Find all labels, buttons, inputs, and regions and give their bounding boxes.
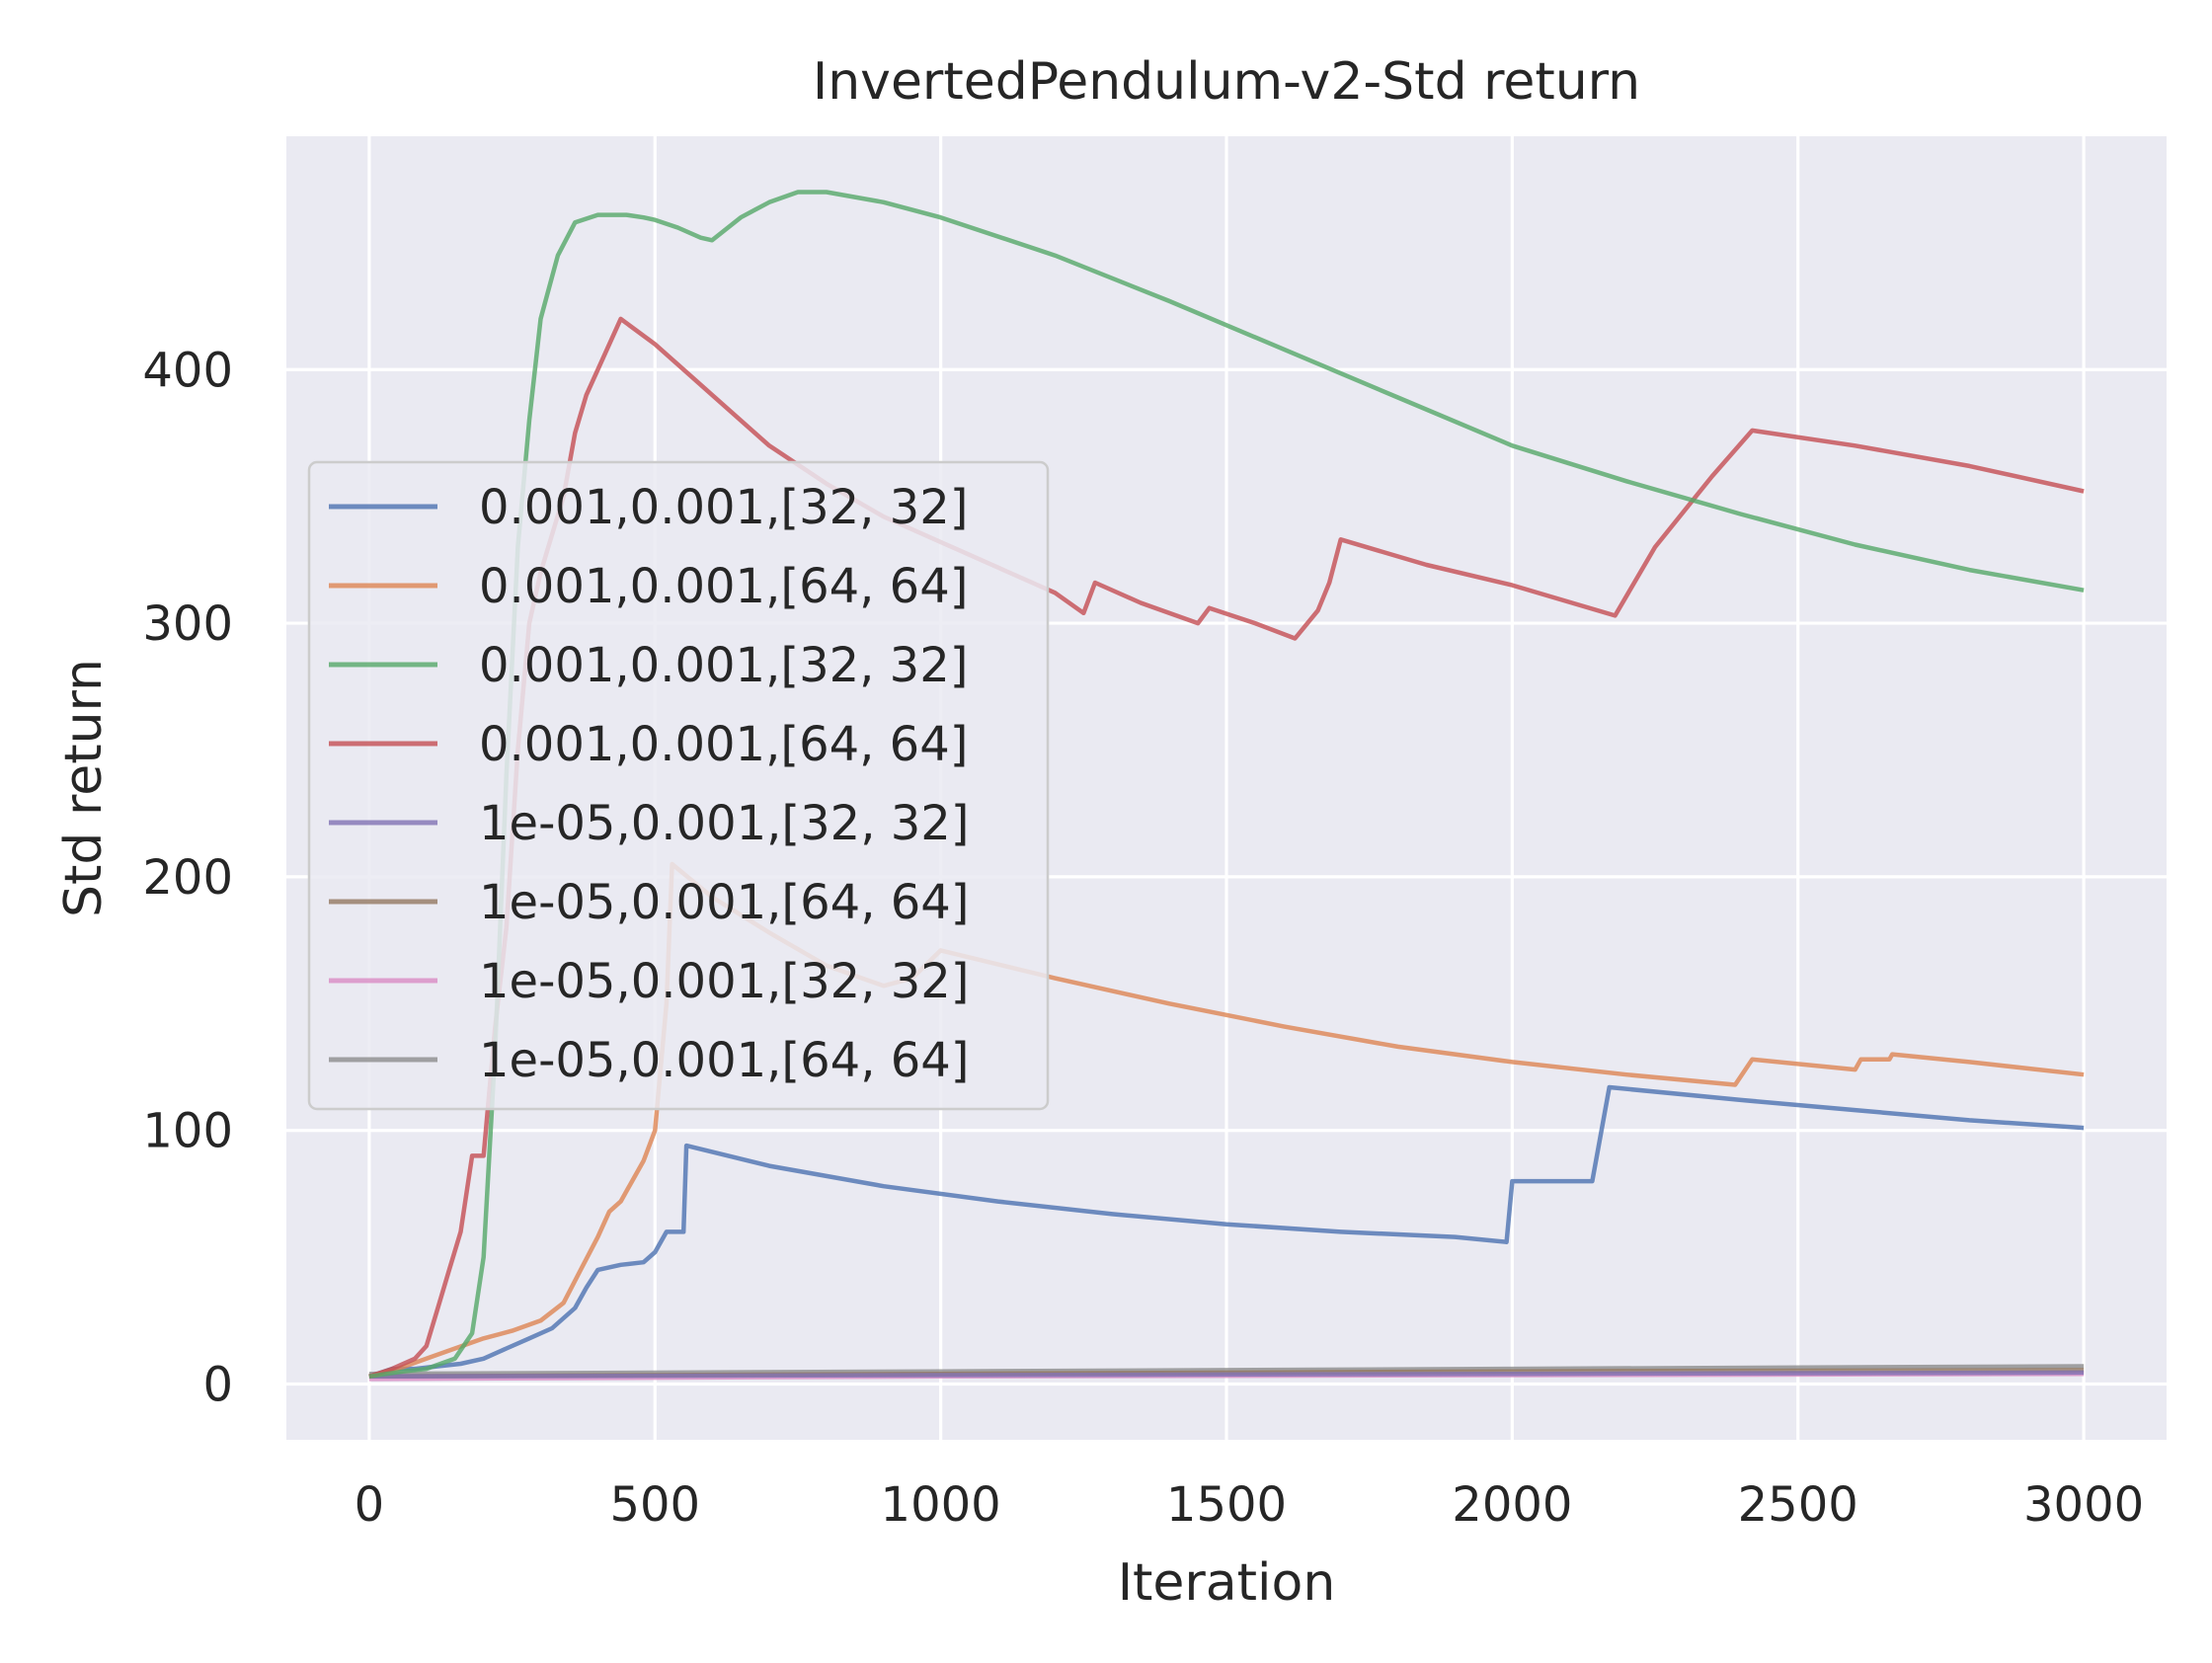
tick-labels: 0 500 1000 1500 2000 2500 3000 0 100 200 300 400 bbox=[142, 343, 2144, 1533]
x-tick-label: 1000 bbox=[881, 1477, 1001, 1533]
legend-label: 0.001,0.001,[32, 32] bbox=[479, 638, 968, 693]
y-tick-label: 200 bbox=[142, 850, 233, 906]
y-axis-label: Std return bbox=[54, 659, 114, 917]
x-tick-label: 2500 bbox=[1738, 1477, 1858, 1533]
legend-box bbox=[307, 460, 1050, 1111]
x-tick-label: 0 bbox=[355, 1477, 385, 1533]
legend-label: 0.001,0.001,[32, 32] bbox=[479, 480, 968, 535]
x-tick-label: 1500 bbox=[1166, 1477, 1287, 1533]
legend: 0.001,0.001,[32, 32] 0.001,0.001,[64, 64]… bbox=[307, 460, 1050, 1111]
x-tick-label: 500 bbox=[609, 1477, 700, 1533]
y-tick-label: 300 bbox=[142, 596, 233, 652]
y-tick-label: 400 bbox=[142, 343, 233, 398]
x-tick-label: 3000 bbox=[2023, 1477, 2144, 1533]
chart-title: InvertedPendulum-v2-Std return bbox=[813, 52, 1640, 112]
legend-label: 0.001,0.001,[64, 64] bbox=[479, 717, 968, 772]
series-line-1 bbox=[368, 1084, 2085, 1379]
legend-label: 0.001,0.001,[64, 64] bbox=[479, 559, 968, 614]
legend-label: 1e-05,0.001,[64, 64] bbox=[479, 875, 970, 930]
x-axis-label: Iteration bbox=[1118, 1553, 1336, 1613]
y-tick-label: 0 bbox=[202, 1358, 233, 1413]
series-line-8 bbox=[368, 1364, 2085, 1377]
series-line-5 bbox=[368, 1370, 2085, 1380]
legend-label: 1e-05,0.001,[32, 32] bbox=[479, 954, 970, 1009]
y-tick-label: 100 bbox=[142, 1104, 233, 1159]
legend-label: 1e-05,0.001,[64, 64] bbox=[479, 1033, 970, 1088]
legend-label: 1e-05,0.001,[32, 32] bbox=[479, 796, 970, 851]
x-tick-label: 2000 bbox=[1452, 1477, 1572, 1533]
